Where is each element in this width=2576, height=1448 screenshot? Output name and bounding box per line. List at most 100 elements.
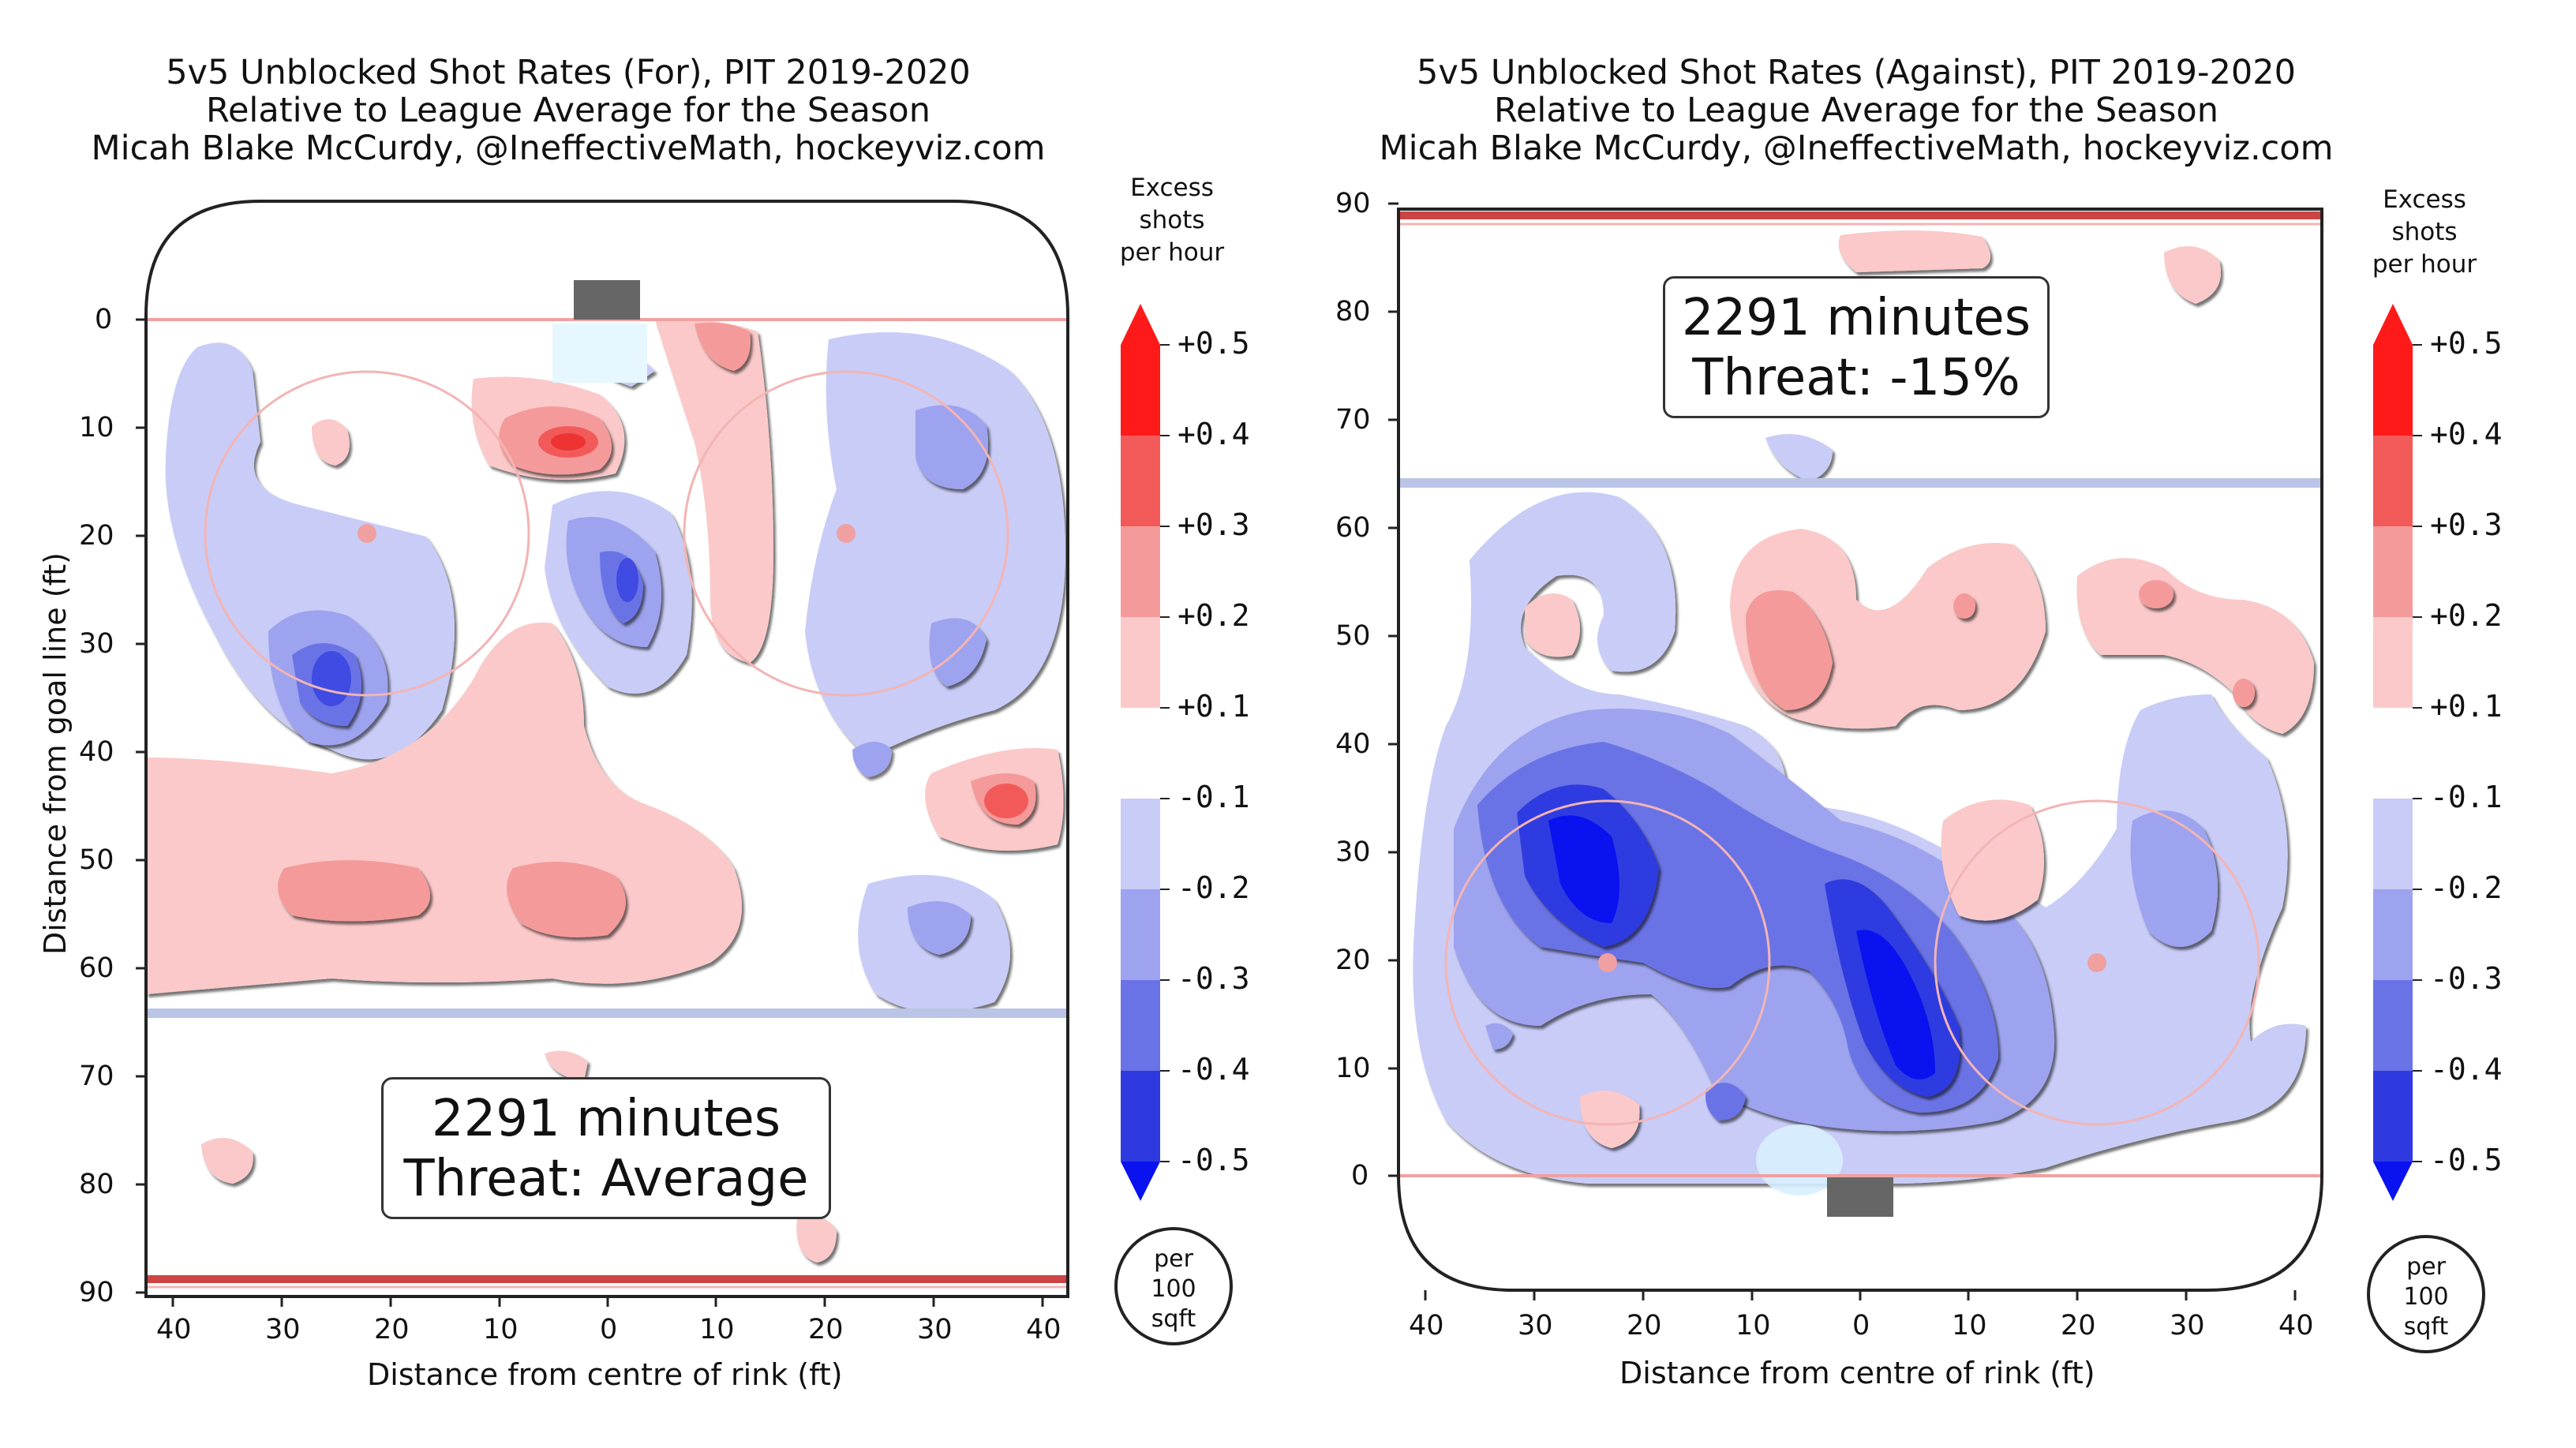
- colorbar-label: +0.1: [1178, 689, 1250, 724]
- colorbar-title-3: per hour: [2372, 250, 2477, 279]
- colorbar-label: -0.2: [2430, 870, 2503, 905]
- chart-title-line-3: Micah Blake McCurdy, @IneffectiveMath, h…: [91, 129, 1046, 168]
- colorbar-label: -0.4: [2430, 1052, 2503, 1087]
- x-axis-title: Distance from centre of rink (ft): [1619, 1356, 2095, 1390]
- x-tick-label: 20: [374, 1314, 410, 1345]
- y-tick-label: 70: [1335, 404, 1371, 436]
- chart-panel-for: 5v5 Unblocked Shot Rates (For), PIT 2019…: [38, 53, 1250, 1392]
- region-blue-right: [805, 332, 1065, 758]
- y-tick-label: 70: [79, 1061, 114, 1092]
- unit-line-2: 100: [2403, 1283, 2449, 1311]
- region-red-small-4: [545, 1050, 588, 1081]
- goal-net: [574, 280, 640, 320]
- colorbar-label: -0.2: [1178, 870, 1250, 905]
- x-tick-label: 10: [1952, 1310, 1987, 1341]
- unit-line-1: per: [2406, 1253, 2446, 1281]
- y-tick-label: 40: [1335, 728, 1371, 760]
- minutes-text: 2291 minutes: [1681, 289, 2031, 347]
- threat-text: Threat: Average: [403, 1150, 809, 1208]
- colorbar-unit-circle: per 100 sqft: [1114, 1227, 1233, 1345]
- y-tick-label: 50: [1335, 620, 1371, 652]
- region-red-crease: [655, 319, 773, 663]
- colorbar-label: -0.1: [1178, 780, 1250, 814]
- y-tick-label: 20: [1335, 945, 1371, 976]
- x-tick-label: 30: [917, 1314, 953, 1345]
- colorbar-title-3: per hour: [1119, 238, 1225, 267]
- rink-heatmap-against: [1388, 202, 2422, 1300]
- colorbar-label: -0.1: [2430, 780, 2503, 814]
- colorbar-label: +0.2: [2430, 598, 2503, 633]
- unit-line-3: sqft: [1151, 1305, 1196, 1333]
- y-tick-label: 0: [1351, 1160, 1369, 1192]
- colorbar-label: +0.4: [1178, 417, 1250, 451]
- x-axis-title: Distance from centre of rink (ft): [367, 1357, 843, 1392]
- y-tick-label: 90: [79, 1277, 114, 1308]
- y-tick-label: 20: [79, 520, 114, 552]
- y-tick-label: 50: [79, 844, 114, 876]
- y-tick-label: 60: [79, 952, 114, 984]
- chart-title-line-1: 5v5 Unblocked Shot Rates (Against), PIT …: [1417, 53, 2296, 92]
- y-tick-label: 10: [1335, 1053, 1371, 1084]
- region-blue-top-small: [1765, 434, 1833, 481]
- x-tick-label: 40: [1026, 1314, 1061, 1345]
- chart-title-line-1: 5v5 Unblocked Shot Rates (For), PIT 2019…: [166, 53, 971, 92]
- x-tick-label: 30: [1518, 1310, 1553, 1341]
- colorbar-label: -0.5: [2430, 1143, 2503, 1177]
- colorbar-label: -0.3: [1178, 961, 1250, 996]
- y-tick-label: 60: [1335, 512, 1371, 544]
- colorbar-unit-circle: per 100 sqft: [2367, 1235, 2485, 1353]
- colorbar-label: +0.1: [2430, 689, 2503, 724]
- y-tick-label: 40: [79, 736, 114, 768]
- region-red-right: [2076, 558, 2314, 734]
- y-tick-label: 90: [1335, 188, 1371, 219]
- colorbar-label: -0.3: [2430, 961, 2503, 996]
- region-red-crease-left: [1580, 1091, 1640, 1148]
- y-tick-label: 0: [95, 304, 113, 335]
- y-tick-label: 30: [79, 628, 114, 660]
- chart-title-line-2: Relative to League Average for the Seaso…: [206, 91, 930, 130]
- minutes-text: 2291 minutes: [431, 1090, 781, 1148]
- colorbar-label: +0.4: [2430, 417, 2503, 451]
- rink-boards: [144, 200, 1069, 1298]
- colorbar-label: -0.5: [1178, 1143, 1250, 1177]
- y-tick-label: 30: [1335, 836, 1371, 868]
- y-tick-label: 80: [79, 1169, 114, 1200]
- goal-net: [1827, 1177, 1893, 1217]
- region-red-small-3: [796, 1215, 837, 1263]
- chart-title-line-2: Relative to League Average for the Seaso…: [1494, 91, 2218, 130]
- x-tick-label: 20: [2061, 1310, 2096, 1341]
- x-tick-label: 0: [600, 1314, 618, 1345]
- x-tick-label: 10: [1735, 1310, 1771, 1341]
- threat-info-box: 2291 minutes Threat: Average: [381, 1077, 831, 1219]
- y-tick-label: 10: [79, 412, 114, 443]
- colorbar-label: +0.3: [2430, 507, 2503, 542]
- x-tick-label: 0: [1852, 1310, 1870, 1341]
- region-blue-left: [165, 342, 455, 760]
- colorbar: [2373, 304, 2422, 1201]
- colorbar: [1121, 304, 1170, 1201]
- y-tick-label: 80: [1335, 296, 1371, 327]
- x-tick-label: 40: [156, 1314, 192, 1345]
- region-red-left: [1525, 593, 1580, 657]
- x-tick-label: 30: [2170, 1310, 2205, 1341]
- region-red-small-1: [312, 419, 350, 466]
- heatmap-layer: [146, 201, 1068, 1296]
- x-tick-label: 40: [1409, 1310, 1444, 1341]
- unit-line-1: per: [1154, 1245, 1193, 1273]
- colorbar-label: +0.5: [1178, 326, 1250, 361]
- unit-line-3: sqft: [2403, 1313, 2449, 1341]
- rink-boards: [1397, 208, 2323, 1292]
- colorbar-label: +0.3: [1178, 507, 1250, 542]
- threat-text: Threat: -15%: [1692, 349, 2020, 407]
- x-tick-label: 10: [483, 1314, 519, 1345]
- colorbar-label: +0.5: [2430, 326, 2503, 361]
- colorbar-title-1: Excess: [1130, 174, 1214, 202]
- region-red-small-2: [201, 1138, 253, 1184]
- x-tick-label: 20: [1627, 1310, 1662, 1341]
- region-red-circle: [1941, 799, 2044, 921]
- x-tick-label: 20: [808, 1314, 844, 1345]
- region-red-top-right: [2164, 246, 2221, 304]
- colorbar-label: -0.4: [1178, 1052, 1250, 1087]
- rink-heatmap-for: [136, 200, 1170, 1307]
- colorbar-label: +0.2: [1178, 598, 1250, 633]
